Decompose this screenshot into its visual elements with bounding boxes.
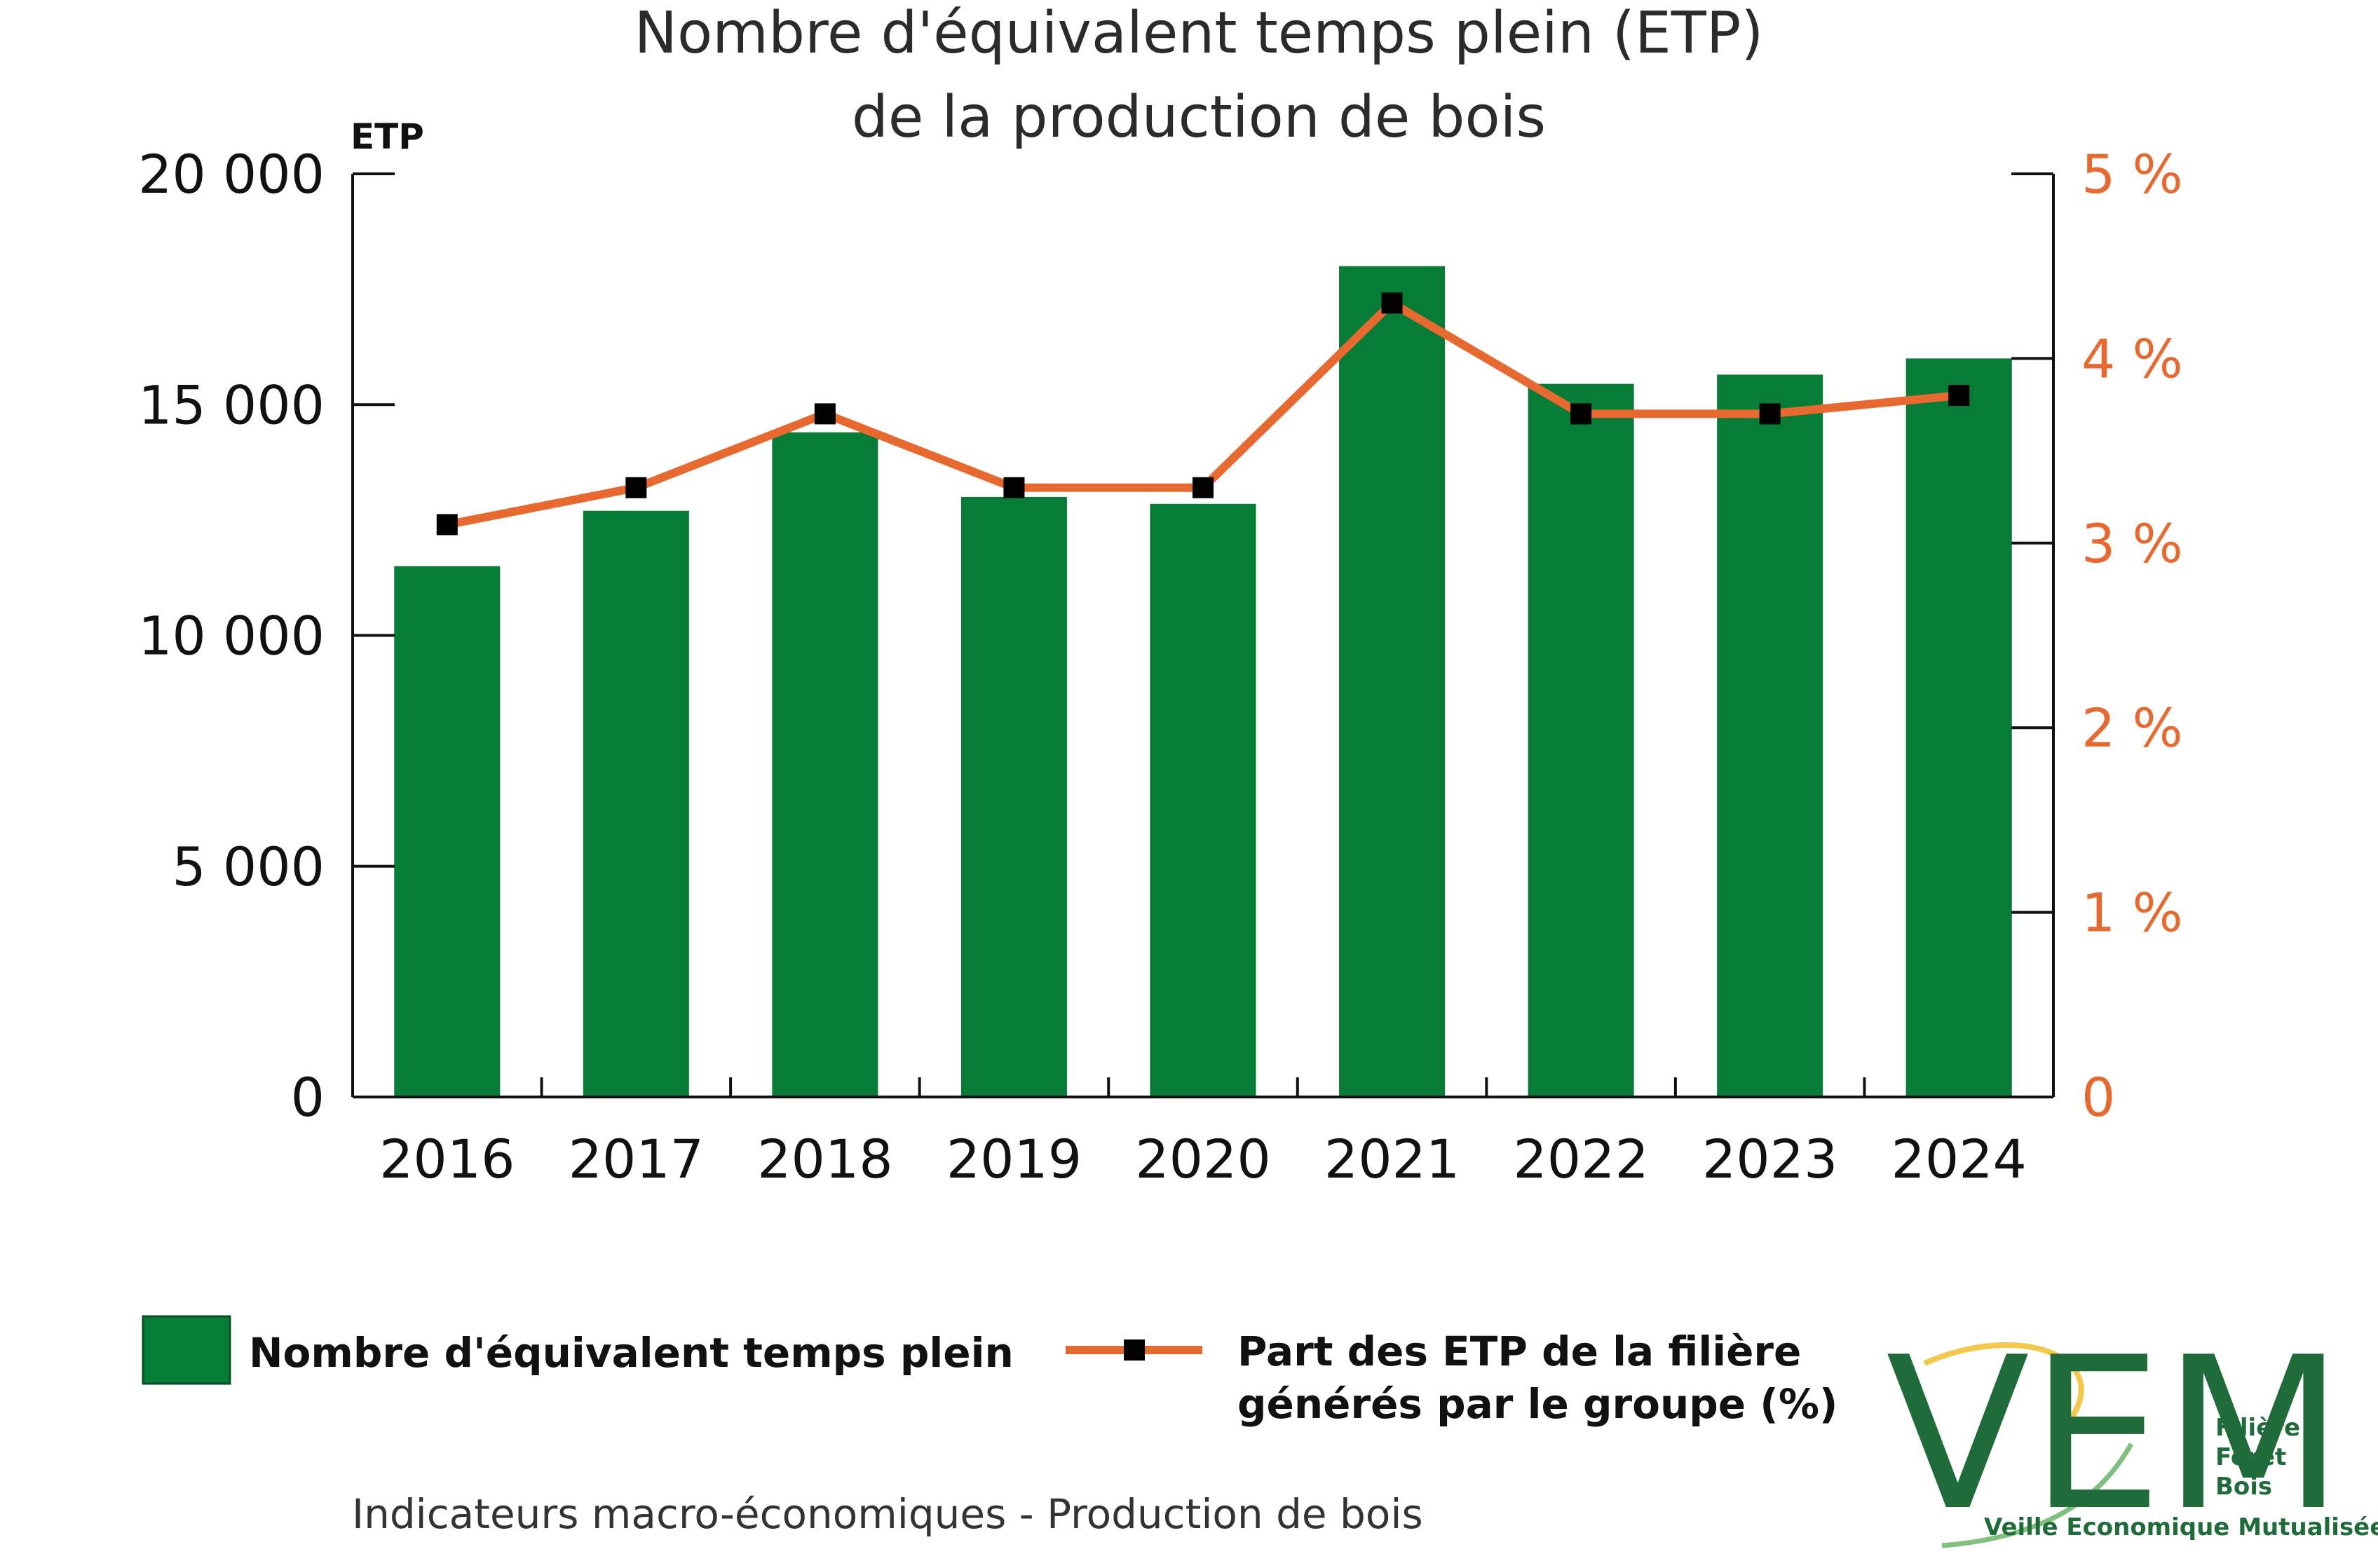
x-tick-label-2022: 2022 bbox=[1513, 1128, 1648, 1190]
bar-series bbox=[394, 266, 2012, 1098]
logo-side-line-3: Bois bbox=[2215, 1473, 2272, 1501]
footer-caption: Indicateurs macro-économiques - Producti… bbox=[352, 1490, 1423, 1538]
x-tick-label-2021: 2021 bbox=[1324, 1128, 1460, 1190]
x-tick-label-2019: 2019 bbox=[946, 1128, 1082, 1190]
legend-label-bars: Nombre d'équivalent temps plein bbox=[249, 1329, 1014, 1377]
vem-logo: VEM Filière Forêt Bois Veille Economique… bbox=[1886, 1312, 2378, 1557]
point-2022 bbox=[1570, 403, 1592, 425]
tick-labels: 0 5 000 10 000 15 000 20 000 0 1 % 2 % 3 % 4 % 5 %… bbox=[138, 143, 2183, 1190]
logo-side-line-2: Forêt bbox=[2215, 1443, 2286, 1471]
logo-side-line-1: Filière bbox=[2215, 1414, 2300, 1442]
point-2019 bbox=[1003, 477, 1025, 498]
point-2016 bbox=[436, 514, 458, 536]
y-right-tick-label: 4 % bbox=[2081, 327, 2183, 390]
y-right-tick-label: 5 % bbox=[2081, 143, 2183, 205]
y-left-tick-label: 0 bbox=[291, 1066, 325, 1129]
x-tick-label-2024: 2024 bbox=[1891, 1128, 2027, 1190]
point-2017 bbox=[625, 477, 647, 498]
logo-letters: VEM bbox=[1886, 1312, 2344, 1557]
legend-label-line-1: Part des ETP de la filière bbox=[1237, 1328, 1801, 1375]
bar-2021 bbox=[1339, 266, 1446, 1098]
x-tick-label-2017: 2017 bbox=[569, 1128, 704, 1190]
y-left-tick-label: 10 000 bbox=[138, 605, 325, 667]
y-left-tick-label: 20 000 bbox=[138, 143, 325, 205]
y-right-tick-label: 3 % bbox=[2081, 512, 2183, 575]
y-left-tick-label: 15 000 bbox=[138, 374, 325, 436]
y-left-tick-label: 5 000 bbox=[172, 836, 325, 898]
legend-swatch-bars bbox=[142, 1315, 231, 1385]
y-right-tick-label: 1 % bbox=[2081, 882, 2183, 944]
chart-title-line-1: Nombre d'équivalent temps plein (ETP) bbox=[634, 0, 1764, 67]
bar-2016 bbox=[394, 566, 501, 1097]
bar-2018 bbox=[772, 432, 878, 1097]
bar-2022 bbox=[1528, 383, 1634, 1097]
point-2020 bbox=[1193, 477, 1214, 498]
chart-title-line-2: de la production de bois bbox=[852, 84, 1546, 151]
line-series bbox=[436, 292, 1970, 536]
y-right-tick-label: 2 % bbox=[2081, 697, 2183, 759]
legend-label-line-2: générés par le groupe (%) bbox=[1237, 1380, 1837, 1428]
bar-2024 bbox=[1905, 358, 2012, 1097]
y-left-unit: ETP bbox=[351, 116, 424, 157]
axes bbox=[351, 172, 2055, 1098]
logo-tagline: Veille Economique Mutualisée bbox=[1984, 1513, 2378, 1541]
legend-swatch-marker bbox=[1124, 1339, 1145, 1361]
bar-2023 bbox=[1717, 374, 1823, 1097]
x-tick-label-2023: 2023 bbox=[1702, 1128, 1837, 1190]
x-tick-label-2018: 2018 bbox=[757, 1128, 892, 1190]
point-2018 bbox=[814, 403, 836, 425]
point-2023 bbox=[1759, 403, 1781, 425]
bar-2020 bbox=[1150, 503, 1256, 1097]
bar-2017 bbox=[583, 510, 689, 1097]
logo-swoosh-yellow bbox=[1923, 1342, 2084, 1425]
logo-swoosh-green bbox=[1941, 1443, 2134, 1548]
point-2021 bbox=[1381, 292, 1403, 314]
point-2024 bbox=[1948, 385, 1970, 407]
y-right-tick-label: 0 bbox=[2081, 1066, 2115, 1129]
x-tick-label-2016: 2016 bbox=[379, 1128, 515, 1190]
x-tick-label-2020: 2020 bbox=[1135, 1128, 1270, 1190]
bar-2019 bbox=[960, 496, 1067, 1097]
legend: Nombre d'équivalent temps plein Part des… bbox=[142, 1315, 1837, 1428]
